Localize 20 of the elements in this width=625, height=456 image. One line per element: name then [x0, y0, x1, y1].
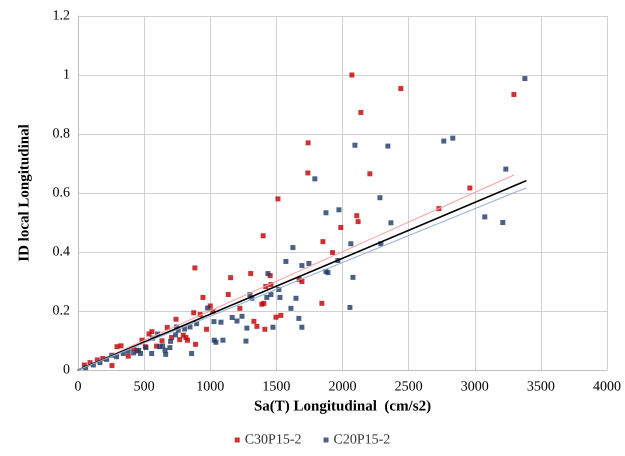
- x-tick-label: 0: [74, 380, 82, 394]
- x-tick-label: 1000: [196, 380, 224, 394]
- x-tick-label: 3500: [526, 380, 555, 394]
- y-axis-title: ID local Longitudinal: [16, 124, 32, 262]
- y-tick-label: 1.2: [52, 8, 70, 24]
- x-tick-label: 2500: [394, 380, 423, 394]
- y-tick-label: 0.2: [52, 304, 70, 318]
- legend-label: C30P15-2: [244, 432, 302, 448]
- y-tick-label: 1: [63, 68, 70, 82]
- y-tick-label: 0: [63, 362, 70, 378]
- y-tick-label: 0.8: [52, 126, 70, 142]
- y-tick-label: 0.4: [52, 244, 70, 260]
- x-tick-label: 2000: [328, 380, 356, 394]
- legend-label: C20P15-2: [334, 432, 390, 448]
- x-tick-label: 3000: [460, 380, 489, 394]
- y-tick-label: 0.6: [52, 186, 70, 200]
- x-tick-label: 4000: [593, 380, 621, 394]
- x-axis-title: Sa(T) Longitudinal (cm/s2): [254, 398, 432, 414]
- x-tick-label: 500: [134, 380, 155, 394]
- x-tick-label: 1500: [262, 380, 290, 394]
